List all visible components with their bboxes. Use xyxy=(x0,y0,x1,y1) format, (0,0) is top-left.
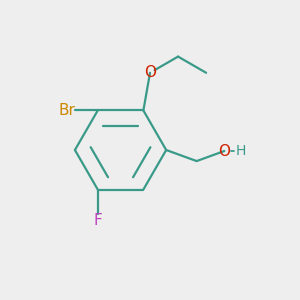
Text: Br: Br xyxy=(58,103,75,118)
Text: O: O xyxy=(218,143,230,158)
Text: F: F xyxy=(93,213,102,228)
Text: H: H xyxy=(236,144,246,158)
Text: O: O xyxy=(144,65,156,80)
